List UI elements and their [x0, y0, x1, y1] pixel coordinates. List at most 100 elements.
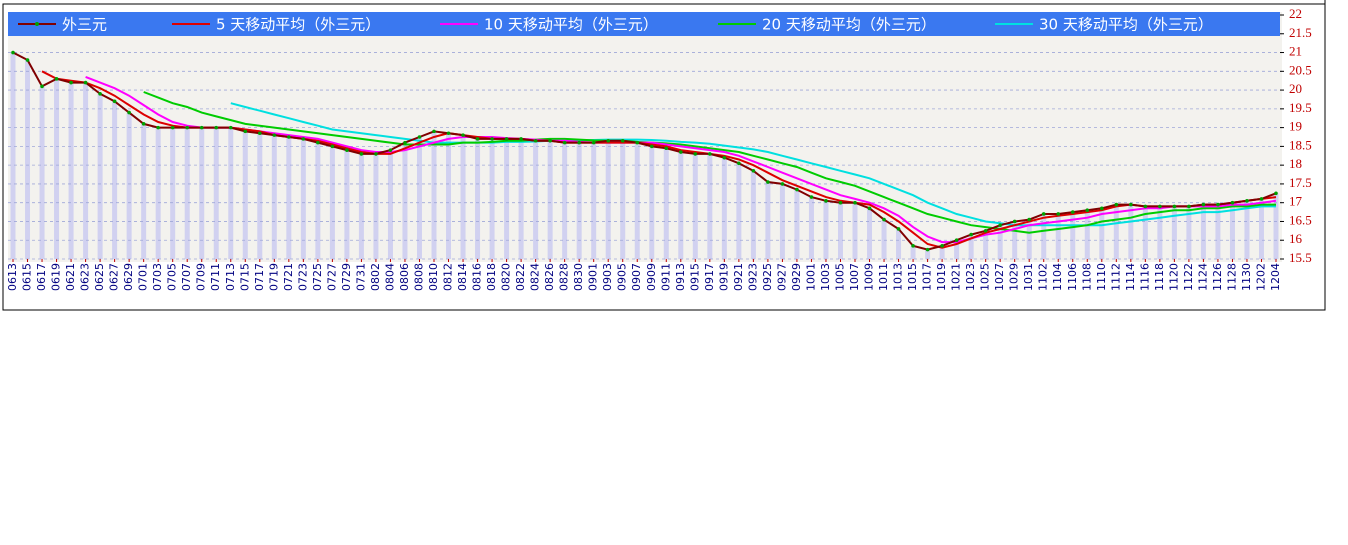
bar — [25, 60, 31, 259]
point — [272, 133, 277, 137]
bar — [750, 170, 756, 259]
y-tick-label: 20.5 — [1289, 62, 1312, 77]
bar — [170, 127, 176, 259]
bar — [10, 52, 16, 260]
bar — [823, 200, 829, 259]
x-tick-label: 0729 — [340, 263, 353, 291]
bar — [837, 202, 843, 259]
bar — [199, 127, 205, 259]
x-tick-label: 0810 — [427, 263, 440, 291]
x-tick-label: 0808 — [412, 263, 425, 291]
point — [345, 148, 349, 152]
point — [156, 125, 160, 130]
bar — [358, 153, 364, 259]
x-tick-label: 0929 — [790, 263, 803, 291]
point — [1187, 204, 1191, 209]
bar — [373, 153, 379, 259]
x-tick-label: 0721 — [282, 263, 295, 291]
point — [591, 140, 596, 145]
legend-label: 外三元 — [62, 16, 107, 34]
point — [649, 144, 654, 149]
x-tick-label: 1001 — [804, 263, 817, 291]
x-tick-label: 0725 — [311, 263, 324, 291]
bar — [504, 138, 510, 259]
point — [112, 99, 117, 104]
y-tick-label: 19.5 — [1289, 100, 1312, 115]
point — [1114, 202, 1119, 207]
bar — [1186, 206, 1192, 259]
legend-label: 10 天移动平均（外三元） — [484, 16, 658, 34]
x-tick-label: 0824 — [529, 263, 542, 291]
bar — [997, 225, 1003, 259]
bar — [1084, 210, 1090, 259]
point — [1027, 217, 1032, 222]
x-tick-label: 1118 — [1153, 263, 1166, 291]
x-tick-label: 0629 — [122, 263, 135, 291]
bar — [1200, 204, 1206, 259]
x-tick-label: 0723 — [296, 263, 309, 291]
legend-label: 30 天移动平均（外三元） — [1039, 16, 1213, 34]
series-line — [230, 102, 1276, 227]
x-tick-label: 0804 — [383, 263, 396, 291]
point — [388, 148, 393, 152]
point — [461, 133, 465, 137]
x-tick-label: 1009 — [863, 263, 876, 291]
point — [664, 146, 669, 151]
y-tick-label: 21.5 — [1289, 25, 1312, 40]
bar — [387, 150, 393, 259]
bar — [1041, 213, 1047, 259]
x-tick-label: 1110 — [1095, 263, 1108, 291]
series-line — [85, 75, 1277, 244]
point — [678, 150, 683, 154]
x-tick-label: 1007 — [848, 263, 861, 291]
point — [316, 140, 320, 145]
bar — [460, 135, 466, 259]
x-tick-label: 0830 — [572, 263, 585, 291]
bar — [1171, 206, 1177, 259]
y-tick-label: 16.5 — [1289, 212, 1312, 227]
point — [1085, 208, 1090, 212]
x-tick-label: 0802 — [369, 263, 382, 291]
point — [1041, 212, 1046, 216]
x-tick-label: 0621 — [64, 263, 77, 291]
bar — [896, 228, 902, 259]
x-tick-label: 0707 — [180, 263, 193, 291]
point — [708, 152, 712, 156]
bar — [605, 140, 611, 259]
x-tick-label: 0828 — [558, 263, 571, 291]
bar — [881, 219, 887, 259]
bar — [663, 148, 669, 259]
x-tick-label: 1120 — [1167, 263, 1180, 291]
point — [824, 199, 828, 203]
bar — [765, 182, 771, 259]
point — [185, 125, 190, 130]
legend-label: 20 天移动平均（外三元） — [762, 16, 936, 34]
point — [1158, 204, 1162, 209]
bar — [954, 240, 960, 259]
point — [69, 80, 73, 85]
point — [896, 227, 901, 231]
bar — [446, 133, 452, 259]
bar — [489, 138, 495, 259]
point — [287, 135, 291, 139]
point — [1201, 202, 1206, 207]
point — [1259, 197, 1264, 201]
x-tick-label: 0701 — [137, 263, 150, 291]
bar — [1244, 200, 1250, 259]
point — [359, 152, 364, 156]
point — [432, 129, 436, 134]
x-tick-label: 1013 — [892, 263, 905, 291]
point — [170, 125, 175, 130]
point — [301, 137, 306, 141]
x-tick-label: 0921 — [732, 263, 745, 291]
point — [228, 125, 233, 130]
x-tick-label: 1104 — [1051, 263, 1064, 291]
point — [1099, 206, 1104, 211]
point — [635, 140, 640, 145]
x-tick-label: 1202 — [1254, 263, 1267, 291]
bar — [112, 101, 118, 259]
bar — [533, 140, 539, 259]
bar — [852, 202, 858, 259]
point — [882, 217, 886, 222]
x-tick-label: 0806 — [398, 263, 411, 291]
